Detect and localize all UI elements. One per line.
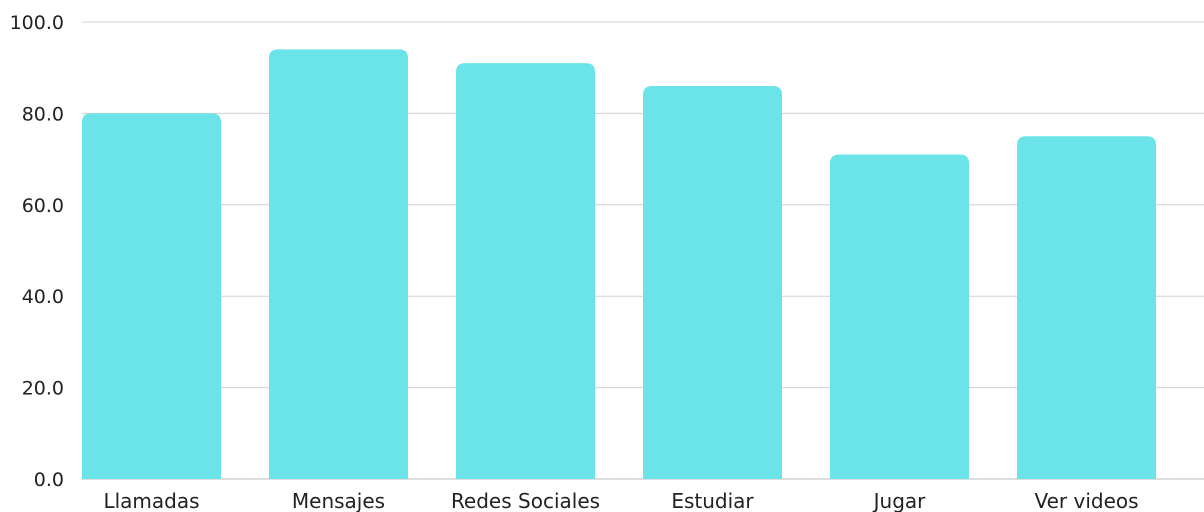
bar-estudiar [643,85,782,479]
y-tick-label: 0.0 [34,469,64,491]
y-axis-tick-labels: 0.0 20.0 40.0 60.0 80.0 100.0 [10,12,64,491]
y-tick-label: 40.0 [22,286,64,308]
y-tick-label: 20.0 [22,378,64,400]
x-category-label: Redes Sociales [451,489,600,512]
y-tick-label: 100.0 [10,12,64,34]
x-category-label: Llamadas [103,489,199,512]
bar-llamadas [82,113,221,480]
x-axis-category-labels: Llamadas Mensajes Redes Sociales Estudiar Ju… [103,489,1138,512]
x-category-label: Estudiar [671,489,754,512]
x-category-label: Jugar [872,489,927,512]
bar-redes-sociales [456,63,595,479]
y-tick-label: 60.0 [22,195,64,217]
y-tick-label: 80.0 [22,103,64,125]
x-category-label: Mensajes [292,489,385,512]
bar-mensajes [269,49,408,480]
bars [82,49,1156,480]
bar-jugar [830,154,969,479]
x-category-label: Ver videos [1034,489,1138,512]
bar-ver-videos [1017,136,1156,479]
